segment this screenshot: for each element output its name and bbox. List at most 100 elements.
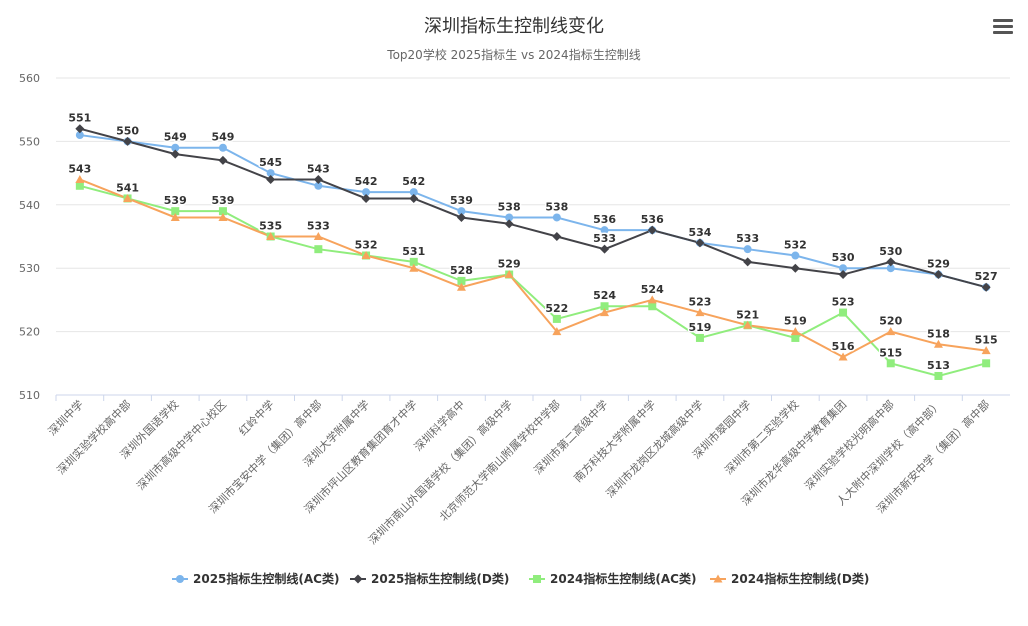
data-point (695, 333, 704, 342)
data-point (743, 257, 753, 267)
data-label: 543 (307, 162, 330, 175)
chart-subtitle: Top20学校 2025指标生 vs 2024指标生控制线 (387, 48, 641, 62)
data-point (647, 225, 657, 235)
data-label: 523 (832, 296, 855, 309)
data-point (75, 131, 84, 140)
data-label: 549 (164, 131, 187, 144)
data-label: 541 (116, 181, 139, 194)
data-point (409, 188, 418, 197)
series-markers (75, 124, 991, 380)
data-point (839, 264, 848, 273)
data-label: 530 (832, 251, 855, 264)
data-label: 538 (545, 200, 568, 213)
data-labels: 551 550 549 549 545 543 542 542 539 538 538 536 536 5… (67, 110, 999, 373)
data-point (600, 308, 610, 317)
data-point (313, 232, 323, 240)
data-label: 519 (784, 315, 807, 328)
data-label: 533 (307, 220, 330, 233)
data-point (266, 174, 276, 184)
data-point (457, 276, 466, 285)
data-point (456, 212, 466, 222)
data-point (218, 212, 228, 221)
x-tick-label: 南方科技大学附属中学 (571, 397, 659, 485)
data-label: 539 (450, 194, 473, 207)
data-point (933, 339, 943, 348)
data-label: 524 (641, 283, 664, 296)
data-label: 518 (927, 327, 950, 340)
data-point (838, 352, 848, 361)
data-point (313, 174, 323, 184)
data-point (791, 333, 800, 342)
data-point (409, 263, 419, 272)
data-point (552, 232, 562, 241)
data-point (314, 181, 323, 190)
legend: 2025指标生控制线(AC类) 2025指标生控制线(D类) 2024指标生控制线(… (172, 571, 869, 586)
data-point (362, 188, 371, 197)
legend-item: 2024指标生控制线(D类) (731, 571, 869, 586)
data-label: 532 (355, 239, 378, 252)
data-point (743, 245, 752, 254)
data-label: 534 (688, 226, 711, 239)
y-tick-label: 560 (19, 72, 40, 85)
data-point (982, 359, 991, 368)
data-label: 529 (498, 258, 521, 271)
data-point (266, 232, 276, 240)
data-point (552, 314, 561, 323)
data-label: 521 (736, 308, 759, 321)
data-label: 516 (832, 340, 855, 353)
chart-title: 深圳指标生控制线变化 (424, 16, 604, 37)
data-point (361, 193, 371, 203)
data-label: 529 (927, 258, 950, 271)
data-label: 545 (259, 156, 282, 169)
data-point (457, 207, 466, 216)
data-label: 522 (545, 302, 568, 315)
data-point (886, 327, 896, 336)
data-point (886, 257, 896, 267)
x-tick-label: 深圳市高级中学中心校区 (134, 397, 229, 492)
data-point (981, 346, 991, 355)
data-label: 524 (593, 289, 616, 302)
data-point (886, 359, 895, 368)
hamburger-menu-icon[interactable] (993, 19, 1013, 35)
x-tick-label: 深圳市龙岗区龙城高级中学 (603, 397, 706, 500)
data-label: 543 (68, 162, 91, 175)
data-label: 535 (259, 220, 282, 233)
data-label: 527 (975, 270, 998, 283)
x-tick-label: 红岭中学 (236, 397, 277, 438)
data-label: 523 (688, 296, 711, 309)
data-point (838, 270, 848, 280)
data-label: 532 (784, 239, 807, 252)
data-label: 515 (975, 334, 998, 347)
data-point (123, 193, 133, 202)
legend-marker (176, 575, 184, 583)
data-point (695, 308, 705, 317)
data-point (743, 320, 753, 329)
data-point (934, 371, 943, 380)
y-tick-label: 550 (19, 135, 40, 148)
data-point (456, 282, 466, 291)
y-tick-label: 520 (19, 326, 40, 339)
data-label: 519 (688, 321, 711, 334)
data-label: 536 (641, 213, 664, 226)
data-point (981, 282, 991, 292)
y-tick-label: 540 (19, 199, 40, 212)
data-point (600, 226, 609, 235)
y-tick-label: 510 (19, 389, 40, 402)
data-label: 551 (68, 112, 91, 125)
data-label: 520 (879, 315, 902, 328)
data-label: 528 (450, 264, 473, 277)
data-point (171, 143, 180, 152)
data-point (409, 193, 419, 203)
data-label: 513 (927, 359, 950, 372)
legend-item: 2024指标生控制线(AC类) (550, 571, 696, 586)
data-label: 542 (402, 175, 425, 188)
data-point (75, 174, 85, 183)
data-point (266, 169, 275, 178)
data-point (123, 136, 133, 146)
data-point (505, 213, 514, 222)
data-point (361, 251, 371, 260)
legend-marker (713, 574, 723, 583)
data-label: 536 (593, 213, 616, 226)
data-point (171, 207, 180, 216)
